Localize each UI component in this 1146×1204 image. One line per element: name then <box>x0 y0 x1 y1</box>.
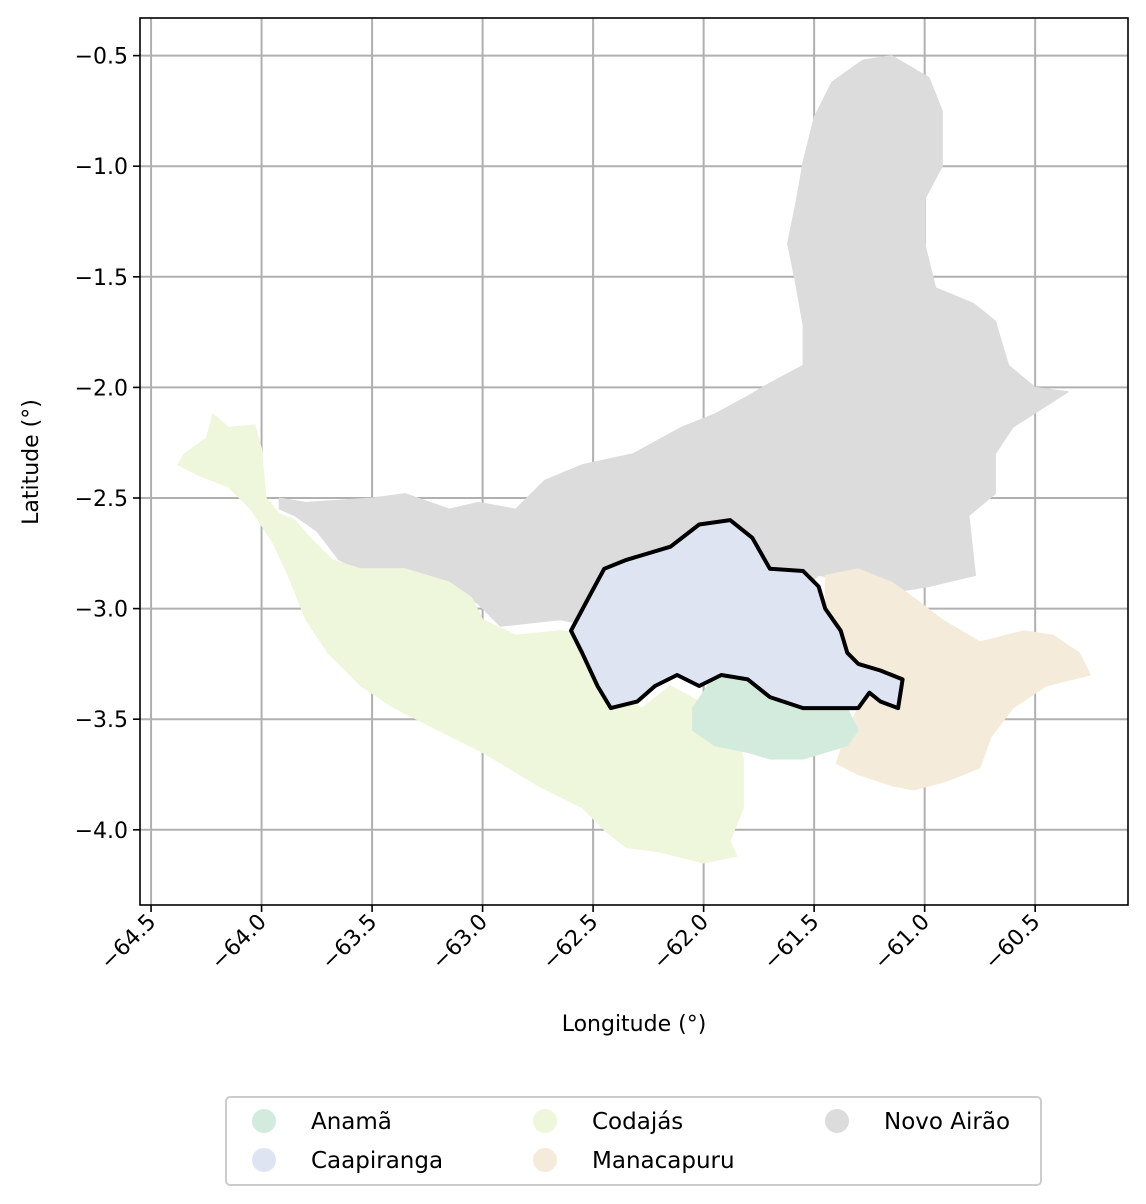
highlight-layer <box>569 518 905 711</box>
y-axis-ticks: −0.5 −1.0 −1.5 −2.0 −2.5 −3.0 −3.5 −4.0 <box>75 45 140 844</box>
legend-marker <box>252 1109 276 1133</box>
plot-frame <box>139 17 1129 906</box>
y-tick-label: −1.5 <box>75 266 128 291</box>
y-tick-label: −3.0 <box>75 598 128 623</box>
y-tick-label: −4.0 <box>75 819 128 844</box>
region-layer <box>177 55 1091 864</box>
legend-marker <box>825 1109 849 1133</box>
y-tick-label: −3.5 <box>75 708 128 733</box>
y-axis-label: Latitude (°) <box>19 399 44 525</box>
legend-marker <box>252 1148 276 1172</box>
y-tick-label: −1.0 <box>75 155 128 180</box>
highlighted-region-outline <box>569 518 905 711</box>
y-tick-label: −2.0 <box>75 376 128 401</box>
legend-label: Caapiranga <box>311 1148 443 1174</box>
y-tick-label: −2.5 <box>75 487 128 512</box>
x-axis-label: Longitude (°) <box>562 1012 707 1037</box>
legend: Anamã Caapiranga Codajás Manacapuru Novo Air… <box>225 1096 1042 1186</box>
legend-label: Novo Airão <box>884 1109 1010 1135</box>
legend-label: Manacapuru <box>592 1148 735 1174</box>
legend-label: Codajás <box>592 1109 683 1135</box>
legend-marker <box>533 1109 557 1133</box>
legend-label: Anamã <box>311 1109 392 1135</box>
y-tick-label: −0.5 <box>75 45 128 70</box>
legend-marker <box>533 1148 557 1172</box>
